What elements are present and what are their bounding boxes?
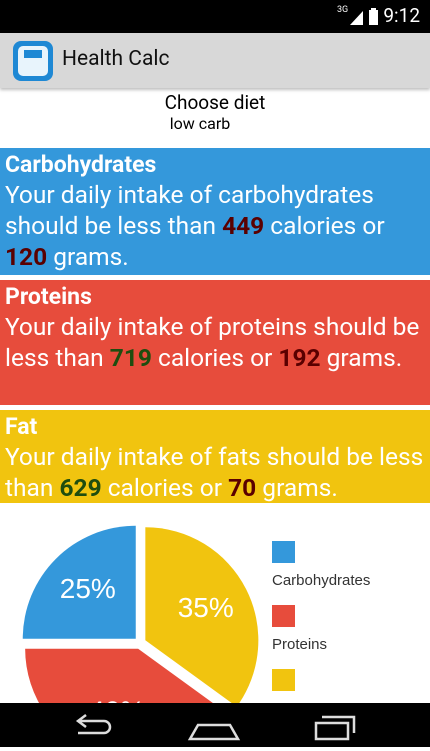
pie-chart: 25% Carbohydrates 40% Proteins 35% xyxy=(22,525,370,703)
nav-buttons xyxy=(75,714,356,741)
text-run: Your daily intake of carbohydrates shoul… xyxy=(5,180,374,240)
carbs-panel: Carbohydrates Your daily intake of carboh… xyxy=(0,148,430,275)
chart-area: 25% Carbohydrates 40% Proteins 35% xyxy=(0,503,430,703)
home-button[interactable] xyxy=(187,723,241,741)
app-title: Health Calc xyxy=(62,47,170,71)
clock: 9:12 xyxy=(383,4,420,27)
diet-label: Choose diet xyxy=(164,91,266,114)
network: 3G xyxy=(337,5,349,15)
text-run: calories or xyxy=(264,211,385,240)
text-run: Your daily intake of proteins should be … xyxy=(5,312,420,372)
panel-text: Your daily intake of carbohydrates shoul… xyxy=(5,179,425,272)
text-run: grams. xyxy=(47,242,129,271)
text-run: calories or xyxy=(101,473,229,502)
status-icons xyxy=(350,8,378,25)
text-run: calories or xyxy=(151,343,279,372)
slice-label: 35% xyxy=(178,592,234,623)
diet-value[interactable]: low carb xyxy=(169,114,231,133)
legend-label: Carbohydrates xyxy=(272,572,370,589)
panel-title: Proteins xyxy=(5,283,92,310)
legend-swatch xyxy=(272,541,295,563)
panel-text: Your daily intake of fats should be less… xyxy=(5,441,425,503)
calories: 449 xyxy=(222,211,265,240)
grams: 192 xyxy=(278,343,321,372)
panel-title: Carbohydrates xyxy=(5,151,157,178)
panel-title: Fat xyxy=(5,413,38,440)
legend-swatch xyxy=(272,669,295,691)
calories: 719 xyxy=(109,343,152,372)
pie-slice xyxy=(145,527,259,703)
text-run: grams. xyxy=(256,473,338,502)
diet-selector[interactable]: Choose diet low carb xyxy=(0,92,430,134)
fat-panel: Fat Your daily intake of fats should be l… xyxy=(0,410,430,503)
text-run: grams. xyxy=(320,343,403,372)
status-bar: 3G 9:12 xyxy=(0,0,430,33)
grams: 120 xyxy=(5,242,48,271)
slice-label: 25% xyxy=(60,573,116,604)
nav-bar xyxy=(0,703,430,747)
app-icon[interactable] xyxy=(12,40,54,82)
proteins-panel: Proteins Your daily intake of proteins sh… xyxy=(0,280,430,405)
legend-swatch xyxy=(272,605,295,627)
text-run: Your daily intake of fats should be less… xyxy=(5,442,424,502)
pie-slice xyxy=(22,525,136,639)
app-bar: Health Calc xyxy=(0,33,430,88)
recents-button[interactable] xyxy=(314,715,356,741)
back-button[interactable] xyxy=(75,714,112,735)
pie-slice xyxy=(25,648,213,703)
calories: 629 xyxy=(59,473,102,502)
panel-text: Your daily intake of proteins should be … xyxy=(5,311,425,373)
legend-label: Proteins xyxy=(272,636,327,653)
grams: 70 xyxy=(228,473,257,502)
slice-label: 40% xyxy=(89,696,145,703)
